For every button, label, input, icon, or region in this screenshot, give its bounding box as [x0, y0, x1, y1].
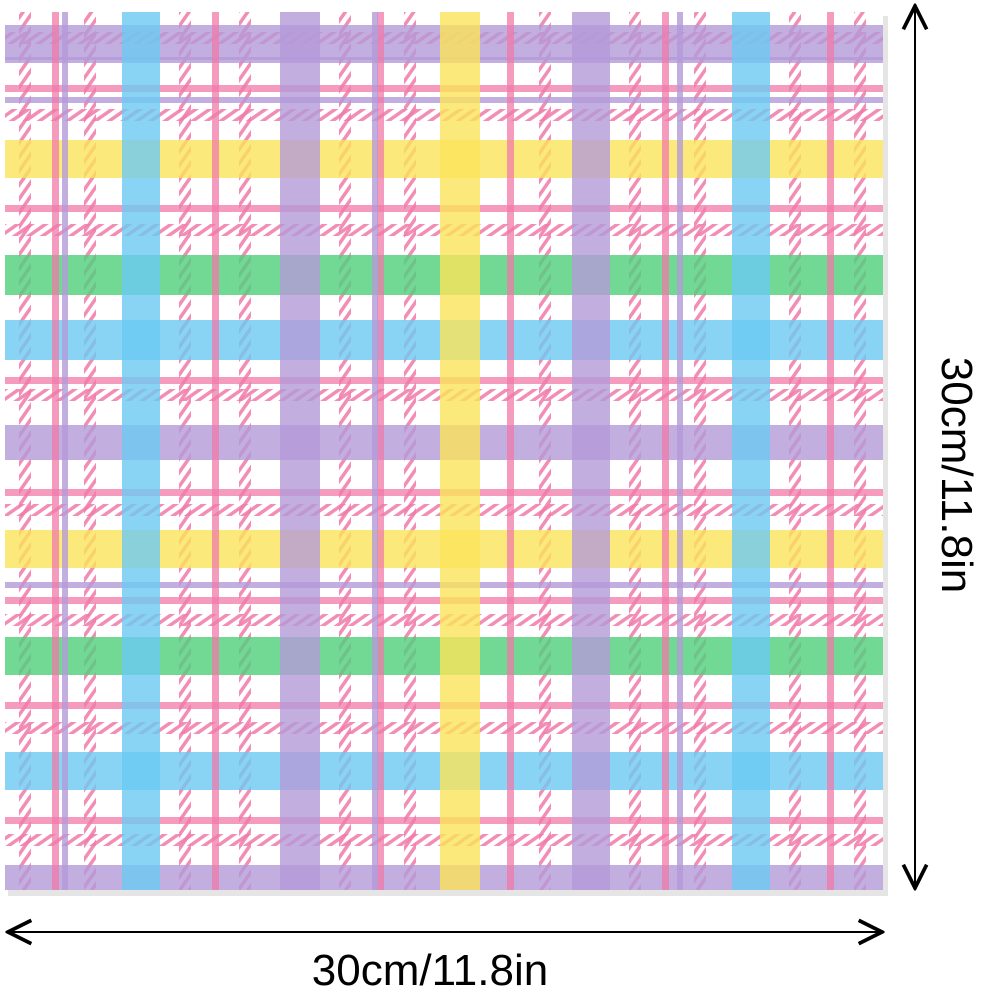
plaid-paper: [5, 12, 883, 890]
plaid-stripe: [507, 12, 514, 890]
plaid-stripe: [827, 12, 834, 890]
plaid-stripe: [122, 12, 160, 890]
plaid-stripe: [662, 12, 669, 890]
width-label: 30cm/11.8in: [312, 946, 548, 995]
plaid-stripe: [377, 12, 384, 890]
plaid-stripe: [280, 12, 320, 890]
plaid-stripe: [212, 12, 219, 890]
plaid-stripe: [62, 12, 68, 890]
plaid-stripe: [52, 12, 59, 890]
plaid-stripe: [440, 12, 480, 890]
plaid-stripe: [372, 12, 378, 890]
height-label: 30cm/11.8in: [932, 357, 981, 593]
plaid-stripe: [677, 12, 683, 890]
plaid-stripe: [732, 12, 770, 890]
plaid-stripe: [572, 12, 610, 890]
